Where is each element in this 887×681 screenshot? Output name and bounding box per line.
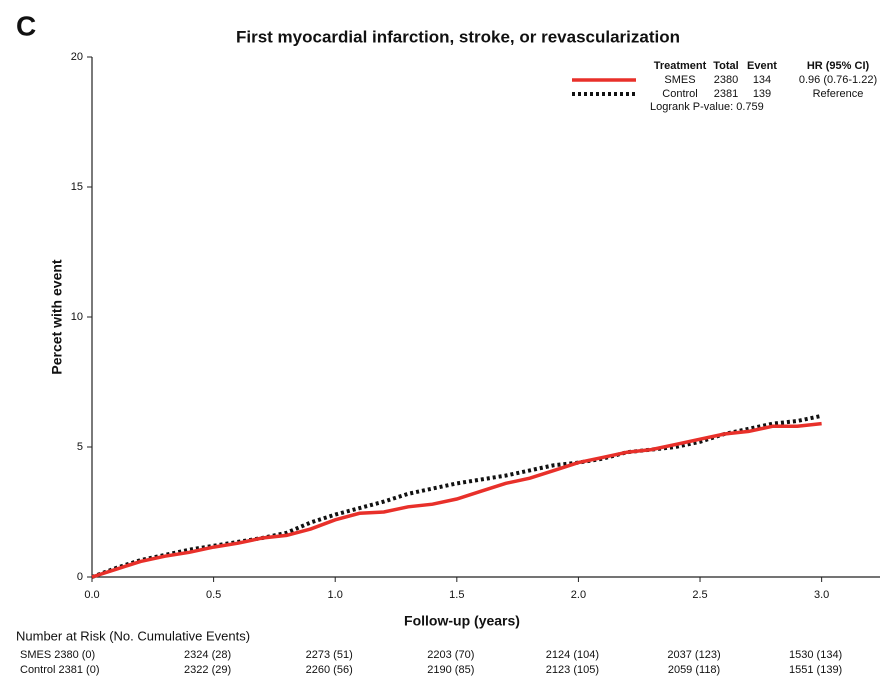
- risk-cell: SMES 2380 (0): [20, 649, 95, 661]
- legend-hr: 0.96 (0.76-1.22): [799, 74, 877, 86]
- km-curve: [91, 421, 822, 579]
- legend-total: 2380: [714, 74, 738, 86]
- legend-header: Event: [747, 60, 777, 72]
- risk-cell: 1551 (139): [789, 664, 842, 676]
- y-axis-label: Percet with event: [49, 259, 65, 374]
- y-tick-label: 15: [71, 181, 83, 193]
- legend-header: Treatment: [654, 60, 707, 72]
- x-tick-label: 1.0: [328, 589, 343, 601]
- risk-cell: 2273 (51): [306, 649, 353, 661]
- legend-events: 134: [753, 74, 771, 86]
- risk-cell: 2190 (85): [427, 664, 474, 676]
- risk-cell: 2123 (105): [546, 664, 599, 676]
- risk-cell: 2324 (28): [184, 649, 231, 661]
- logrank: Logrank P-value: 0.759: [650, 101, 764, 113]
- y-tick-label: 0: [77, 571, 83, 583]
- risk-cell: 2322 (29): [184, 664, 231, 676]
- panel-label: C: [16, 10, 36, 41]
- risk-cell: 2037 (123): [667, 649, 720, 661]
- chart-title: First myocardial infarction, stroke, or …: [236, 27, 680, 46]
- risk-cell: 2260 (56): [306, 664, 353, 676]
- legend-header: HR (95% CI): [807, 60, 870, 72]
- y-tick-label: 20: [71, 51, 83, 63]
- x-tick-label: 2.0: [571, 589, 586, 601]
- risk-cell: 1530 (134): [789, 649, 842, 661]
- risk-cell: 2203 (70): [427, 649, 474, 661]
- legend-total: 2381: [714, 88, 738, 100]
- y-tick-label: 5: [77, 441, 83, 453]
- risk-cell: 2124 (104): [546, 649, 599, 661]
- x-axis-label: Follow-up (years): [404, 613, 520, 629]
- x-tick-label: 1.5: [449, 589, 464, 601]
- risk-table-title: Number at Risk (No. Cumulative Events): [16, 628, 250, 643]
- legend-hr: Reference: [813, 88, 864, 100]
- risk-cell: 2059 (118): [668, 664, 720, 676]
- legend-header: Total: [713, 60, 738, 72]
- x-tick-label: 0.5: [206, 589, 221, 601]
- x-tick-label: 2.5: [692, 589, 707, 601]
- km-curve: [91, 413, 823, 579]
- x-tick-label: 0.0: [84, 589, 99, 601]
- legend-label: Control: [662, 88, 697, 100]
- risk-cell: Control 2381 (0): [20, 664, 100, 676]
- y-tick-label: 10: [71, 311, 83, 323]
- x-tick-label: 3.0: [814, 589, 829, 601]
- legend-events: 139: [753, 88, 771, 100]
- legend-label: SMES: [664, 74, 695, 86]
